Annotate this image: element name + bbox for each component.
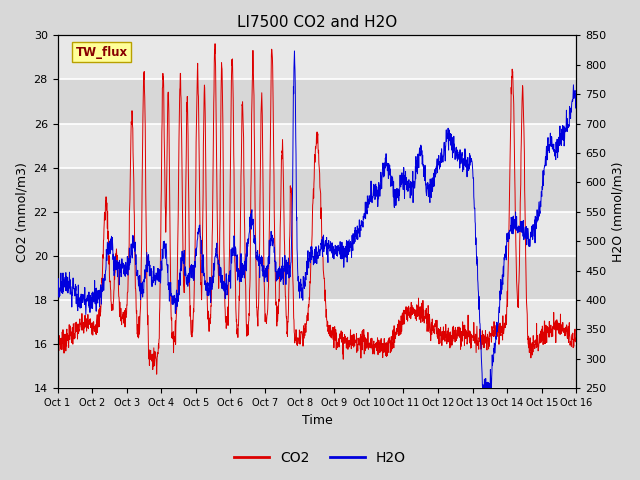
Y-axis label: H2O (mmol/m3): H2O (mmol/m3) <box>612 162 625 262</box>
X-axis label: Time: Time <box>301 414 332 427</box>
Legend: CO2, H2O: CO2, H2O <box>228 445 412 471</box>
Title: LI7500 CO2 and H2O: LI7500 CO2 and H2O <box>237 15 397 30</box>
Text: TW_flux: TW_flux <box>76 46 128 59</box>
Bar <box>58 168 576 212</box>
Bar <box>58 344 576 388</box>
Y-axis label: CO2 (mmol/m3): CO2 (mmol/m3) <box>15 162 28 262</box>
Bar <box>58 80 576 123</box>
Bar <box>58 256 576 300</box>
